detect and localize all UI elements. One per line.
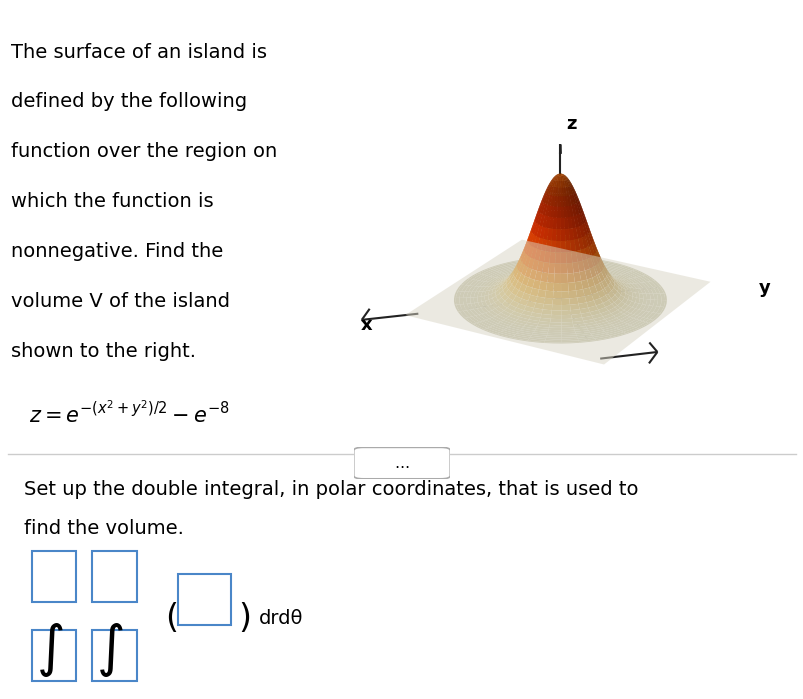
Text: shown to the right.: shown to the right. <box>10 342 196 361</box>
FancyBboxPatch shape <box>92 552 137 602</box>
FancyBboxPatch shape <box>32 552 76 602</box>
Text: defined by the following: defined by the following <box>10 92 247 111</box>
Text: ): ) <box>238 602 251 635</box>
Text: drdθ: drdθ <box>259 609 303 628</box>
Text: $z = e^{-(x^2+y^2)/2} - e^{-8}$: $z = e^{-(x^2+y^2)/2} - e^{-8}$ <box>29 401 230 426</box>
Text: (: ( <box>165 602 177 635</box>
FancyBboxPatch shape <box>32 630 76 681</box>
FancyBboxPatch shape <box>353 447 450 479</box>
Text: nonnegative. Find the: nonnegative. Find the <box>10 242 222 261</box>
Text: volume V of the island: volume V of the island <box>10 292 230 311</box>
Text: …: … <box>394 456 409 470</box>
Text: $\int$: $\int$ <box>36 621 63 679</box>
FancyBboxPatch shape <box>178 575 230 625</box>
Text: Set up the double integral, in polar coordinates, that is used to: Set up the double integral, in polar coo… <box>24 480 638 499</box>
Text: which the function is: which the function is <box>10 192 214 211</box>
FancyBboxPatch shape <box>92 630 137 681</box>
Text: function over the region on: function over the region on <box>10 143 277 161</box>
Text: find the volume.: find the volume. <box>24 519 184 538</box>
Text: The surface of an island is: The surface of an island is <box>10 43 267 62</box>
Text: $\int$: $\int$ <box>96 621 124 679</box>
